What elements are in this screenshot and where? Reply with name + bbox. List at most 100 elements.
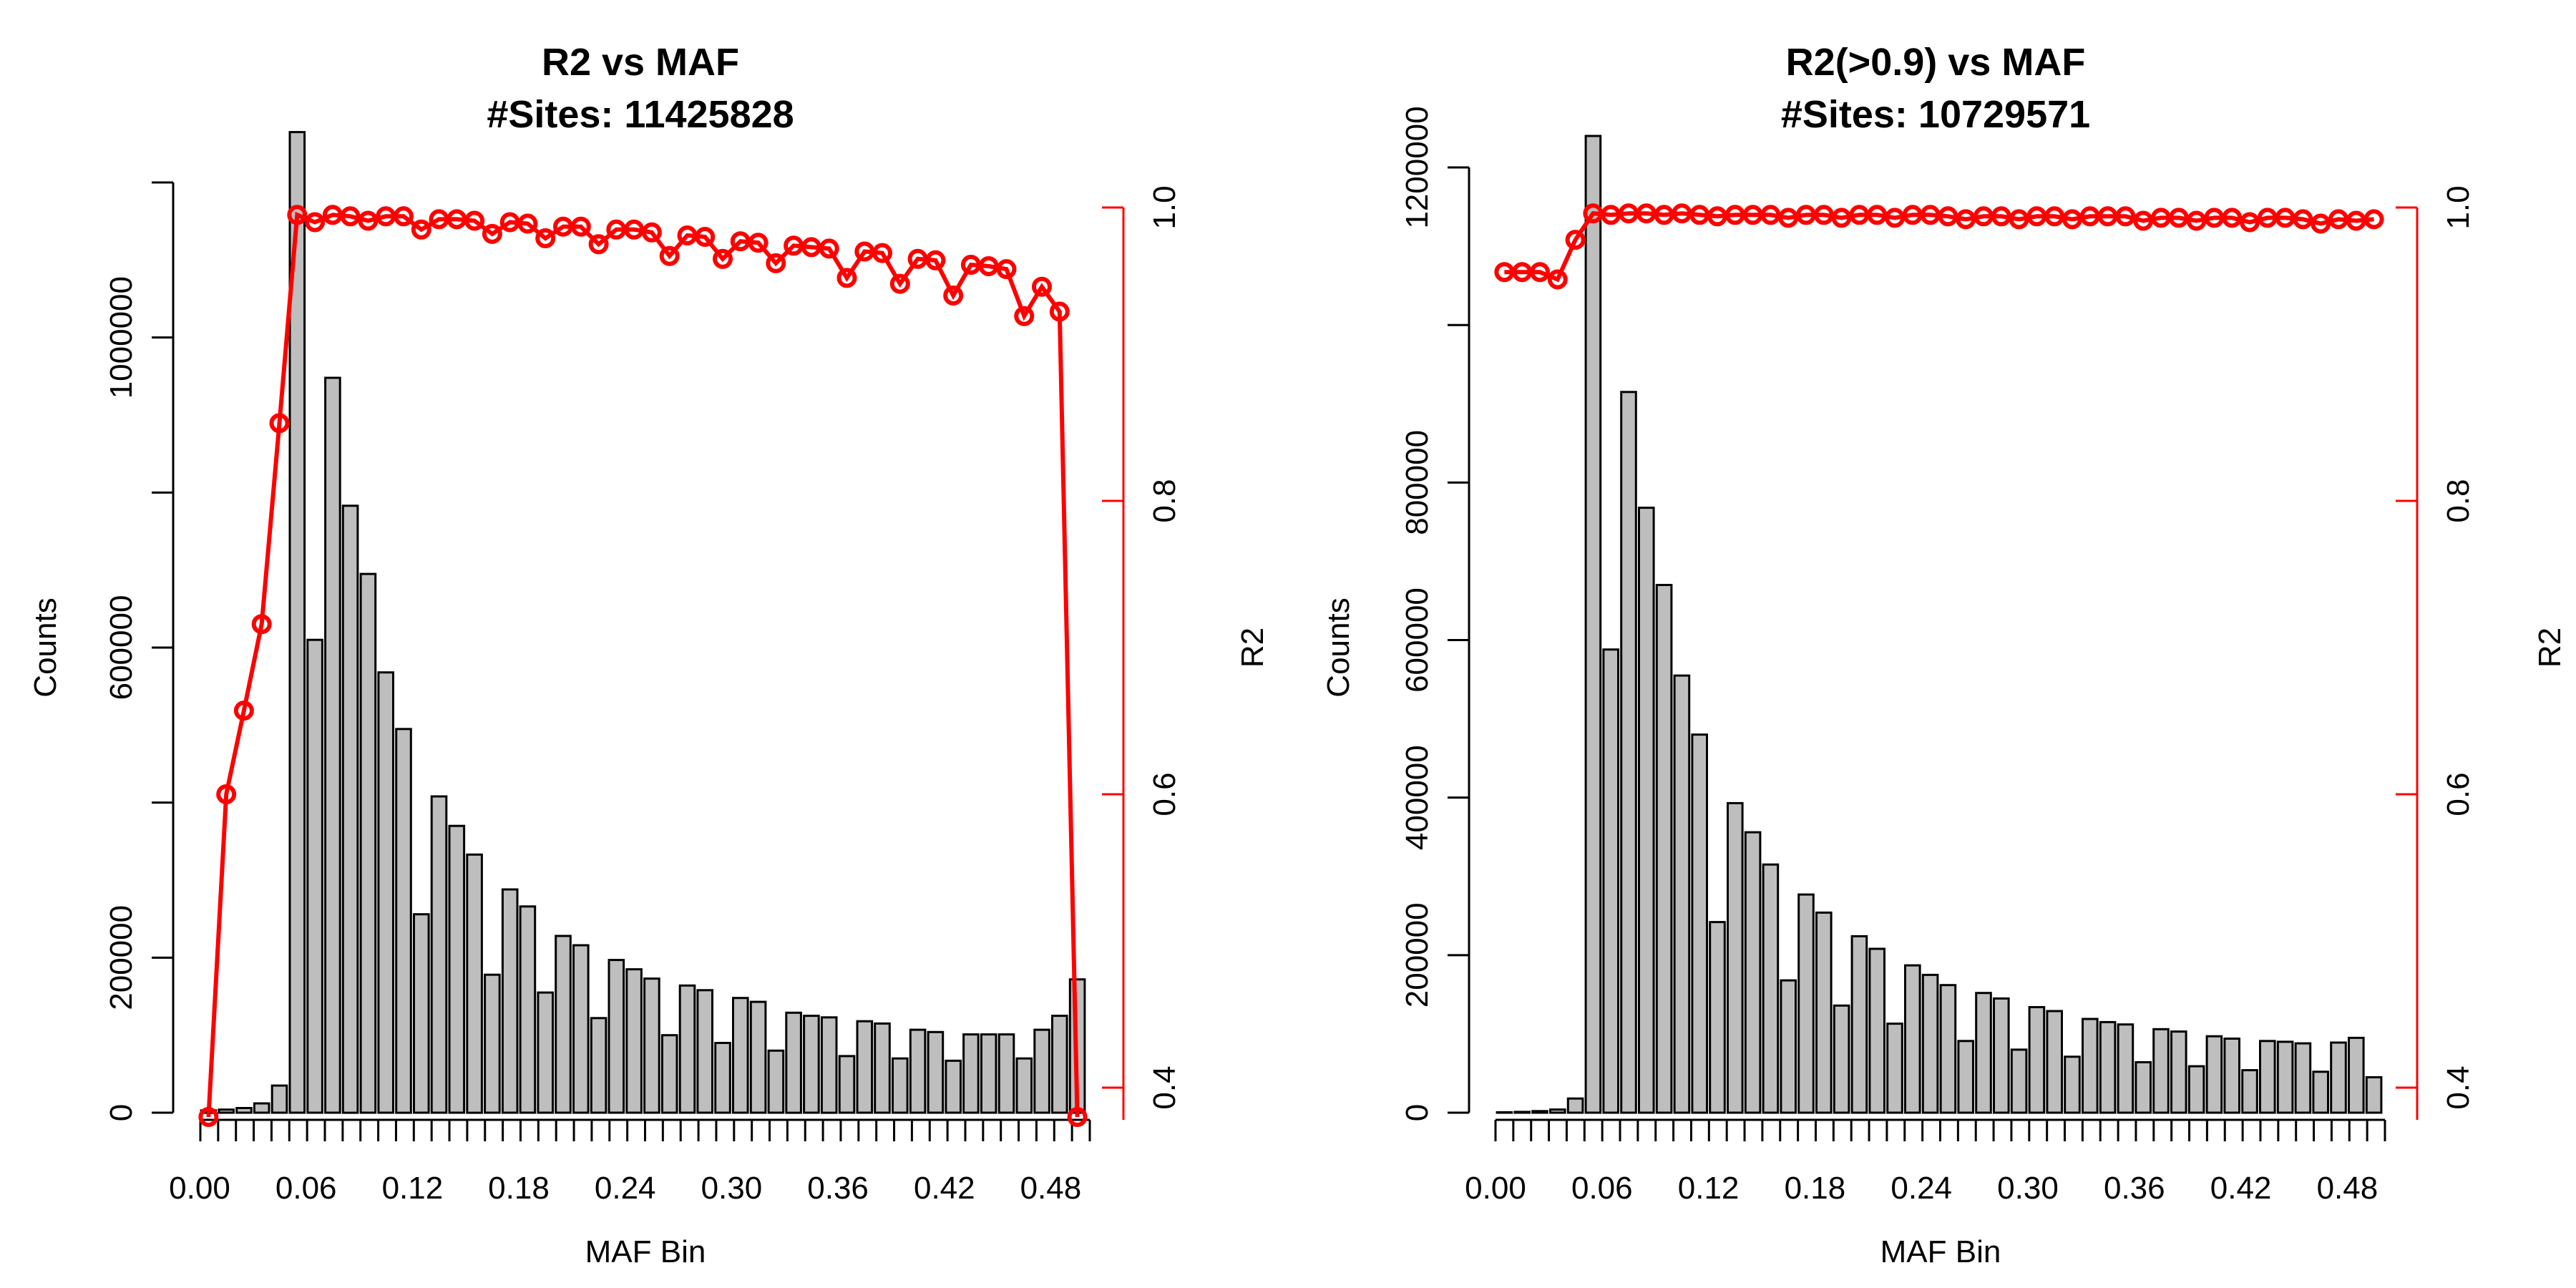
bar — [341, 504, 359, 1114]
bar — [927, 1030, 945, 1114]
bar — [1762, 863, 1780, 1114]
y2-tick-label: 0.4 — [1147, 1065, 1182, 1109]
bar — [1921, 973, 1939, 1114]
r2-point — [2009, 209, 2029, 230]
bar — [218, 1108, 235, 1114]
y-tick-label: 600000 — [1400, 587, 1435, 693]
r2-point — [340, 206, 361, 227]
r2-point — [2186, 210, 2207, 231]
r2-point — [872, 243, 892, 263]
bar — [572, 944, 590, 1114]
r2-point — [889, 273, 910, 294]
bar — [2046, 1010, 2063, 1114]
bar — [1815, 911, 1833, 1114]
r2-point — [411, 219, 431, 240]
bar — [2205, 1035, 2223, 1114]
y2-axis-label: R2 — [2532, 628, 2567, 668]
bar — [2241, 1069, 2258, 1114]
y-tick-label: 800000 — [1400, 430, 1435, 535]
x-tick-label: 0.36 — [807, 1171, 869, 1206]
x-tick-label: 0.48 — [1020, 1171, 1082, 1206]
r2-point — [836, 268, 857, 288]
bar — [1051, 1015, 1068, 1114]
y2-tick-label: 1.0 — [2441, 185, 2476, 229]
bar — [856, 1020, 874, 1114]
y-tick-label: 400000 — [1400, 745, 1435, 850]
bar — [2187, 1065, 2205, 1114]
y2-tick-label: 1.0 — [1147, 185, 1182, 229]
y-tick-label: 600000 — [104, 595, 139, 701]
r2-point — [394, 206, 414, 227]
y2-tick-label: 0.8 — [2441, 479, 2476, 522]
bar — [1584, 135, 1602, 1114]
r2-point — [1778, 208, 1799, 228]
x-tick-label: 0.00 — [1465, 1171, 1526, 1206]
r2-point — [216, 784, 237, 804]
r2-point — [713, 248, 733, 269]
bar — [1709, 921, 1726, 1114]
bar — [945, 1059, 962, 1114]
bar — [749, 1000, 767, 1114]
bar — [696, 989, 714, 1114]
bar — [413, 913, 430, 1114]
r2-point — [1813, 205, 1834, 225]
r2-point — [1067, 1107, 1088, 1127]
bar — [1496, 1111, 1513, 1114]
y-tick-label: 1200000 — [1400, 106, 1435, 228]
r2-point — [748, 233, 769, 253]
bar — [235, 1107, 253, 1114]
r2-point — [2062, 209, 2082, 230]
bar — [1549, 1108, 1566, 1114]
bar — [1833, 1004, 1850, 1114]
bar — [608, 959, 625, 1114]
bar — [1797, 893, 1815, 1114]
bar — [1015, 1057, 1033, 1114]
bar — [1531, 1110, 1548, 1114]
r2-point — [925, 250, 946, 270]
bar — [590, 1017, 608, 1114]
x-axis-label: MAF Bin — [585, 1234, 706, 1269]
bar — [359, 572, 377, 1114]
y2-tick-label: 0.8 — [1147, 479, 1182, 522]
bar — [2170, 1030, 2187, 1114]
bar — [270, 1084, 288, 1114]
bar — [324, 376, 341, 1114]
r2-point — [1956, 209, 1976, 230]
r2-point — [305, 212, 326, 233]
bar — [2294, 1042, 2312, 1114]
bar — [2099, 1020, 2117, 1114]
y2-tick-label: 0.4 — [2441, 1065, 2476, 1109]
r2-point — [198, 1107, 219, 1127]
y-tick-label: 1000000 — [104, 276, 139, 399]
bar — [2028, 1006, 2046, 1114]
r2-point — [464, 210, 485, 231]
r2-point — [1032, 276, 1052, 297]
bar — [448, 824, 466, 1114]
r2-point — [1530, 262, 1550, 283]
r2-point — [1014, 306, 1035, 326]
bar — [660, 1034, 678, 1114]
bar — [288, 131, 306, 1114]
bar — [466, 853, 483, 1114]
r2-point — [2222, 208, 2243, 228]
r2-point — [1547, 269, 1568, 290]
bar — [2365, 1076, 2383, 1114]
bar — [625, 968, 643, 1114]
r2-point — [2311, 213, 2331, 234]
bar — [1904, 964, 1921, 1114]
r2-point — [233, 701, 254, 721]
bar — [395, 728, 412, 1114]
x-tick-label: 0.42 — [914, 1171, 975, 1206]
bar — [484, 973, 501, 1114]
r2-point — [269, 413, 290, 434]
r2-point — [1867, 205, 1888, 225]
chart-panel-r2-vs-maf: R2 vs MAF #Sites: 11425828 MAF Bin Count… — [28, 41, 1270, 1269]
bar — [377, 671, 395, 1114]
x-tick-label: 0.24 — [1890, 1171, 1952, 1206]
bar — [1868, 947, 1885, 1114]
bar — [732, 997, 749, 1114]
bar — [1886, 1023, 1903, 1114]
bar — [2082, 1018, 2099, 1114]
r2-point — [2363, 209, 2384, 230]
r2-point — [2115, 206, 2136, 227]
